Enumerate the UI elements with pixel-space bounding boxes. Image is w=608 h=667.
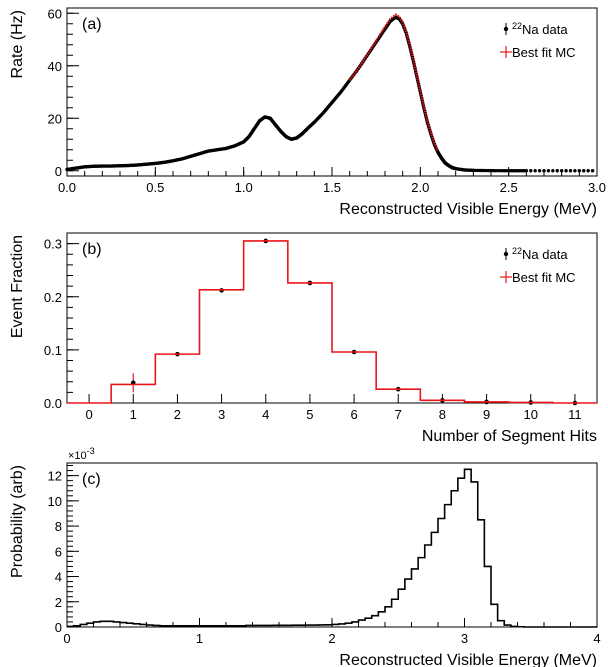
series-best-fit-mc <box>67 240 597 404</box>
x-tick-label: 2 <box>174 407 181 422</box>
legend-label-mc: Best fit MC <box>512 45 576 60</box>
x-tick-label: 9 <box>483 407 490 422</box>
y-tick-label: 6 <box>55 544 62 559</box>
data-point <box>555 169 559 173</box>
legend-label-data: 22Na data <box>512 21 568 37</box>
x-tick-label: 4 <box>593 631 600 646</box>
x-tick-label: 0 <box>85 407 92 422</box>
x-tick-label: 8 <box>439 407 446 422</box>
x-tick-label: 5 <box>306 407 313 422</box>
y-axis-label: Probability (arb) <box>9 465 26 578</box>
y-tick-label: 0 <box>55 164 62 179</box>
data-point <box>542 169 546 173</box>
series-na-data <box>130 238 578 406</box>
legend: 22Na data Best fit MC <box>500 246 576 285</box>
legend-label-mc: Best fit MC <box>512 270 576 285</box>
data-point <box>590 169 595 173</box>
data-point <box>533 169 537 173</box>
mc-step-line <box>67 240 597 404</box>
y-tick-label: 0.3 <box>44 237 62 252</box>
y-axis-label: Rate (Hz) <box>9 10 26 78</box>
y-tick-label: 2 <box>55 595 62 610</box>
x-tick-label: 1 <box>130 407 137 422</box>
data-point <box>524 169 529 173</box>
x-tick-label: 7 <box>395 407 402 422</box>
series-best-fit-mc <box>348 13 440 152</box>
x-axis-label: Number of Segment Hits <box>422 428 597 445</box>
series-probability <box>67 468 597 628</box>
series-na-data <box>65 15 595 173</box>
x-tick-label: 3 <box>461 631 468 646</box>
y-tick-label: 10 <box>48 494 62 509</box>
plot-frame <box>66 7 598 177</box>
panel-label: (b) <box>82 241 102 258</box>
y-tick-label: 0 <box>55 620 62 635</box>
x-tick-label: 2 <box>328 631 335 646</box>
x-tick-label: 1.5 <box>323 180 341 195</box>
y-axis-label: Event Fraction <box>9 235 26 338</box>
data-point <box>529 169 533 173</box>
data-point <box>546 169 551 173</box>
probability-step-line <box>67 468 597 628</box>
data-point <box>551 169 555 173</box>
x-tick-label: 2.0 <box>411 180 429 195</box>
data-point <box>564 169 568 173</box>
chart-panel-a: 0.0 0.5 1.0 1.5 2.0 2.5 3.0 0 20 40 60 Reconstructe… <box>9 6 606 218</box>
data-point <box>559 169 564 173</box>
y-tick-label: 20 <box>48 111 62 126</box>
y-multiplier: ×10-3 <box>68 446 95 462</box>
y-tick-label: 0.1 <box>44 343 62 358</box>
x-tick-label: 4 <box>262 407 269 422</box>
mc-fit-line <box>348 13 440 152</box>
x-tick-label: 6 <box>350 407 357 422</box>
x-tick-label: 3.0 <box>588 180 606 195</box>
legend-label-data: 22Na data <box>512 246 568 262</box>
y-tick-label: 60 <box>48 6 62 21</box>
y-tick-label: 12 <box>48 469 62 484</box>
x-tick-label: 0.5 <box>146 180 164 195</box>
data-point <box>577 169 582 173</box>
panel-label: (c) <box>82 471 101 488</box>
data-point <box>573 169 577 173</box>
x-tick-label: 1.0 <box>235 180 253 195</box>
x-tick-label: 2.5 <box>500 180 518 195</box>
x-tick-label: 0.0 <box>58 180 76 195</box>
x-tick-label: 11 <box>568 407 582 422</box>
y-tick-label: 8 <box>55 519 62 534</box>
panel-label: (a) <box>82 16 102 33</box>
data-point <box>582 169 586 173</box>
y-tick-label: 4 <box>55 570 62 585</box>
y-tick-label: 0.0 <box>44 396 62 411</box>
x-tick-label: 10 <box>524 407 538 422</box>
data-point <box>537 169 542 173</box>
x-axis-label: Reconstructed Visible Energy (MeV) <box>339 201 597 218</box>
legend: 22Na data Best fit MC <box>500 21 576 60</box>
x-tick-label: 0 <box>63 631 70 646</box>
x-axis-label: Reconstructed Visible Energy (MeV) <box>339 652 597 667</box>
x-tick-label: 1 <box>196 631 203 646</box>
data-point <box>568 169 573 173</box>
legend-marker-data-point <box>503 251 509 257</box>
legend-marker-data-point <box>503 26 509 32</box>
plot-frame <box>66 462 598 628</box>
data-point <box>586 169 590 173</box>
y-tick-label: 40 <box>48 59 62 74</box>
chart-panel-b: 0 1 2 3 4 5 6 7 8 9 10 11 0.0 0.1 0.2 0.3 Number of Segm… <box>9 232 598 445</box>
x-tick-label: 3 <box>218 407 225 422</box>
y-tick-label: 0.2 <box>44 290 62 305</box>
